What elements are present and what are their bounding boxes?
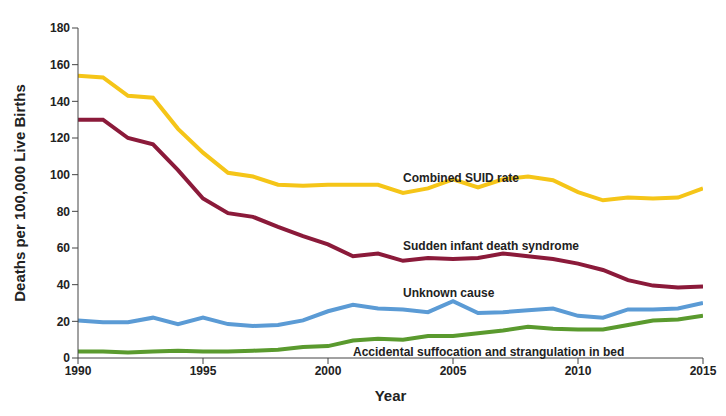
svg-text:Sudden infant death syndrome: Sudden infant death syndrome	[403, 239, 579, 253]
svg-text:2015: 2015	[690, 364, 717, 378]
svg-text:Deaths per 100,000 Live Births: Deaths per 100,000 Live Births	[11, 84, 28, 302]
svg-text:120: 120	[50, 131, 70, 145]
svg-text:100: 100	[50, 168, 70, 182]
svg-text:60: 60	[57, 241, 71, 255]
svg-text:160: 160	[50, 58, 70, 72]
svg-text:40: 40	[57, 278, 71, 292]
svg-text:180: 180	[50, 21, 70, 35]
svg-text:80: 80	[57, 205, 71, 219]
svg-text:2010: 2010	[565, 364, 592, 378]
svg-text:Combined SUID rate: Combined SUID rate	[403, 171, 519, 185]
svg-text:140: 140	[50, 95, 70, 109]
svg-text:2000: 2000	[315, 364, 342, 378]
svg-text:1995: 1995	[190, 364, 217, 378]
svg-text:1990: 1990	[65, 364, 92, 378]
svg-text:20: 20	[57, 315, 71, 329]
svg-text:Unknown cause: Unknown cause	[403, 286, 495, 300]
svg-text:2005: 2005	[440, 364, 467, 378]
svg-text:Year: Year	[375, 387, 407, 404]
svg-text:0: 0	[63, 351, 70, 365]
svg-text:Accidental suffocation and str: Accidental suffocation and strangulation…	[353, 345, 624, 359]
